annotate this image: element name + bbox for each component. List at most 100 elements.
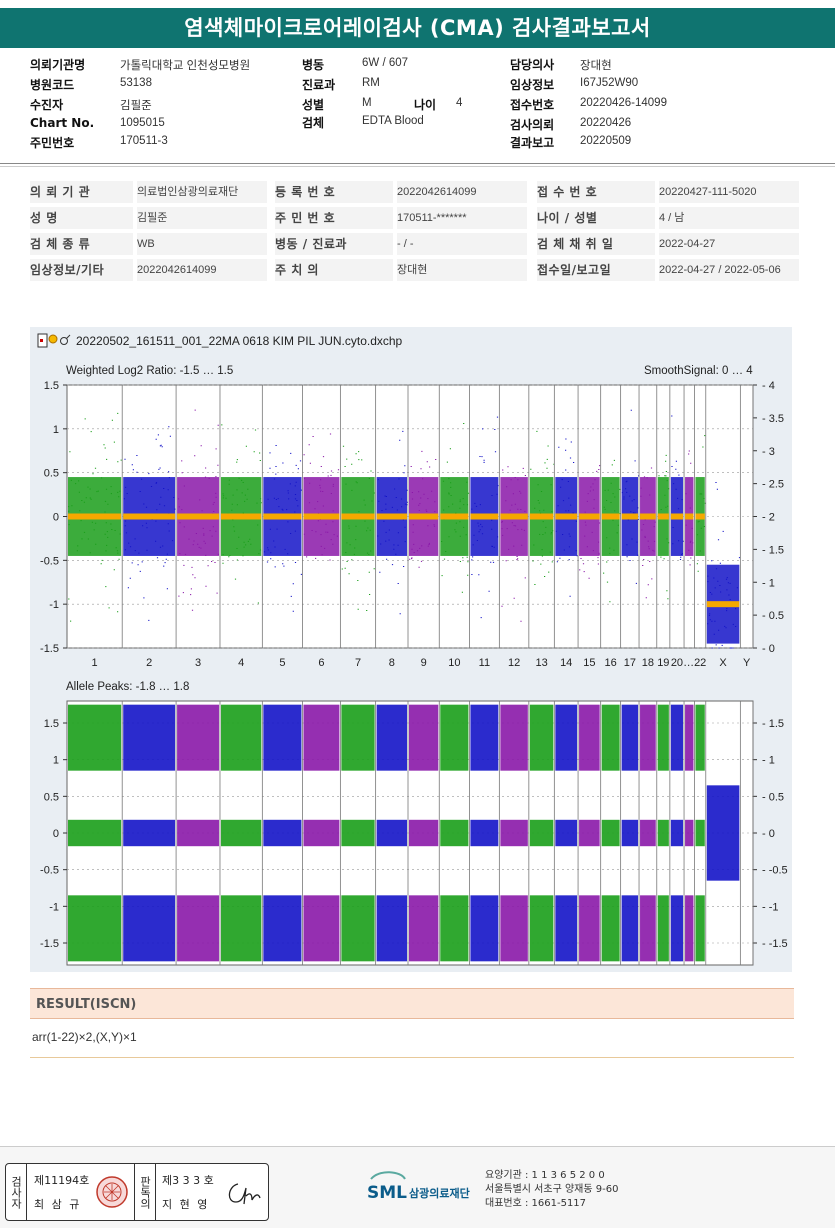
info-label: 성 명 (30, 207, 133, 229)
result-divider (30, 1057, 794, 1058)
allele-band-chr-21 (685, 895, 694, 962)
org-code: 요양기관 : 1 1 3 6 5 2 0 0 (485, 1170, 605, 1181)
log2-scatter-chr-1 (68, 412, 122, 622)
log2-scatter-chr-12 (501, 466, 526, 622)
y-tick-label: -1 (49, 901, 59, 913)
label-sex: 성별 (302, 98, 325, 112)
smooth-signal-chr-7 (341, 513, 375, 520)
x-tick-label: 9 (421, 657, 427, 669)
right-tick-label: - 0 (762, 643, 775, 655)
allele-band-chr-18 (640, 819, 656, 847)
allele-band-chr-1 (68, 895, 122, 962)
patient-name: 김필준 (120, 100, 152, 112)
allele-band-chr-22 (695, 704, 705, 771)
allele-band-chr-5 (263, 704, 302, 771)
allele-band-chr-2 (123, 704, 176, 771)
y-tick-label: -0.5 (40, 555, 59, 567)
sml-logo-icon: SML 삼광의료재단 (367, 1171, 470, 1203)
allele-band-chr-20 (670, 819, 684, 847)
smooth-signal-chr-14 (555, 513, 578, 520)
log2-scatter-chr-14 (555, 438, 578, 597)
receipt-no: 20220426-14099 (580, 97, 667, 109)
x-tick-label: 4 (238, 657, 244, 669)
allele-band-chr-14 (555, 819, 578, 847)
info-value: 김필준 (137, 207, 267, 229)
info-value: 2022-04-27 / 2022-05-06 (659, 259, 799, 281)
right-tick-label: - 1.5 (762, 718, 784, 730)
x-tick-label: 7 (355, 657, 361, 669)
specimen: EDTA Blood (362, 115, 424, 127)
report-footer: 검사자 제11194호 최 삼 규 판독의 제3 3 3 호 지 현 영 SML… (0, 1146, 835, 1228)
smooth-signal-chr-3 (177, 513, 219, 520)
label-specimen: 검체 (302, 116, 325, 130)
smooth-signal-chr-8 (376, 513, 408, 520)
info-value: WB (137, 233, 267, 255)
smooth-signal-chr-19 (657, 513, 669, 520)
allele-band-chr-21 (685, 819, 694, 847)
x-tick-label: 5 (279, 657, 285, 669)
allele-band-chr-11 (470, 704, 499, 771)
allele-band-chr-17 (621, 704, 639, 771)
department: RM (362, 77, 380, 89)
log2-scatter-chr-15 (579, 465, 601, 579)
allele-band-chr-12 (500, 895, 528, 962)
patient-header: 의뢰기관명 가톨릭대학교 인천성모병원 병원코드 53138 수진자 김필준 C… (0, 52, 835, 162)
org-name: 삼광의료재단 (409, 1186, 470, 1200)
right-tick-label: - -1 (762, 901, 779, 913)
allele-band-chr-19 (657, 895, 669, 962)
x-tick-label: 18 (642, 657, 654, 669)
allele-band-chr-16 (601, 819, 620, 847)
y-tick-label: 1 (53, 424, 59, 436)
smooth-signal-chr-17 (621, 513, 639, 520)
label-test-request: 검사의뢰 (510, 118, 555, 132)
label-patient: 수진자 (30, 98, 64, 112)
smooth-signal-chr-18 (640, 513, 656, 520)
allele-band-chr-20 (670, 895, 684, 962)
label-doctor: 담당의사 (510, 58, 555, 72)
log2-scatter-chr-10 (441, 423, 470, 593)
info-value: 2022-04-27 (659, 233, 799, 255)
allele-band-chr-6 (303, 895, 340, 962)
log2-scatter-chr-20 (671, 415, 684, 560)
ward: 6W / 607 (362, 57, 409, 69)
age: 4 (456, 97, 463, 109)
allele-band-chr-4 (220, 895, 262, 962)
info-label: 임상정보/기타 (30, 259, 133, 281)
info-value: 2022042614099 (397, 181, 527, 203)
allele-band-chr-16 (601, 704, 620, 771)
allele-band-chr-22 (695, 895, 705, 962)
x-tick-label: 14 (560, 657, 572, 669)
inspector-no: 제11194호 (34, 1174, 90, 1187)
allele-band-chr-8 (376, 704, 408, 771)
cma-chart-svg: 20220502_161511_001_22MA 0618 KIM PIL JU… (37, 333, 788, 966)
sex: M (362, 97, 372, 109)
info-value: - / - (397, 233, 527, 255)
right-tick-label: - -1.5 (762, 938, 788, 950)
header-divider (0, 163, 835, 164)
smooth-signal-chr-15 (579, 513, 600, 520)
info-label: 나이 / 성별 (537, 207, 655, 229)
hospital-code: 53138 (120, 77, 152, 89)
info-label: 등 록 번 호 (275, 181, 393, 203)
x-tick-label: 11 (479, 657, 490, 669)
x-tick-label: 6 (318, 657, 324, 669)
right-tick-label: - 2 (762, 512, 775, 524)
y-tick-label: 0.5 (44, 468, 59, 480)
allele-band-chr-16 (601, 895, 620, 962)
panel2-label: Allele Peaks: -1.8 … 1.8 (66, 681, 189, 693)
allele-band-chr-1 (68, 704, 122, 771)
info-label: 주 치 의 (275, 259, 393, 281)
smooth-signal-chr-X (706, 601, 740, 608)
label-age: 나이 (414, 98, 437, 112)
info-value: 20220427-111-5020 (659, 181, 799, 203)
allele-band-chr-11 (470, 819, 499, 847)
panel1-label: Weighted Log2 Ratio: -1.5 … 1.5 (66, 365, 233, 377)
log2-scatter-chr-3 (177, 409, 219, 611)
label-hospital-code: 병원코드 (30, 78, 75, 92)
x-tick-label: 12 (508, 657, 520, 669)
allele-band-chr-1 (68, 819, 122, 847)
label-department: 진료과 (302, 78, 336, 92)
y-tick-label: -1 (49, 599, 59, 611)
label-resident-no: 주민번호 (30, 136, 75, 150)
allele-band-chr-22 (695, 819, 705, 847)
